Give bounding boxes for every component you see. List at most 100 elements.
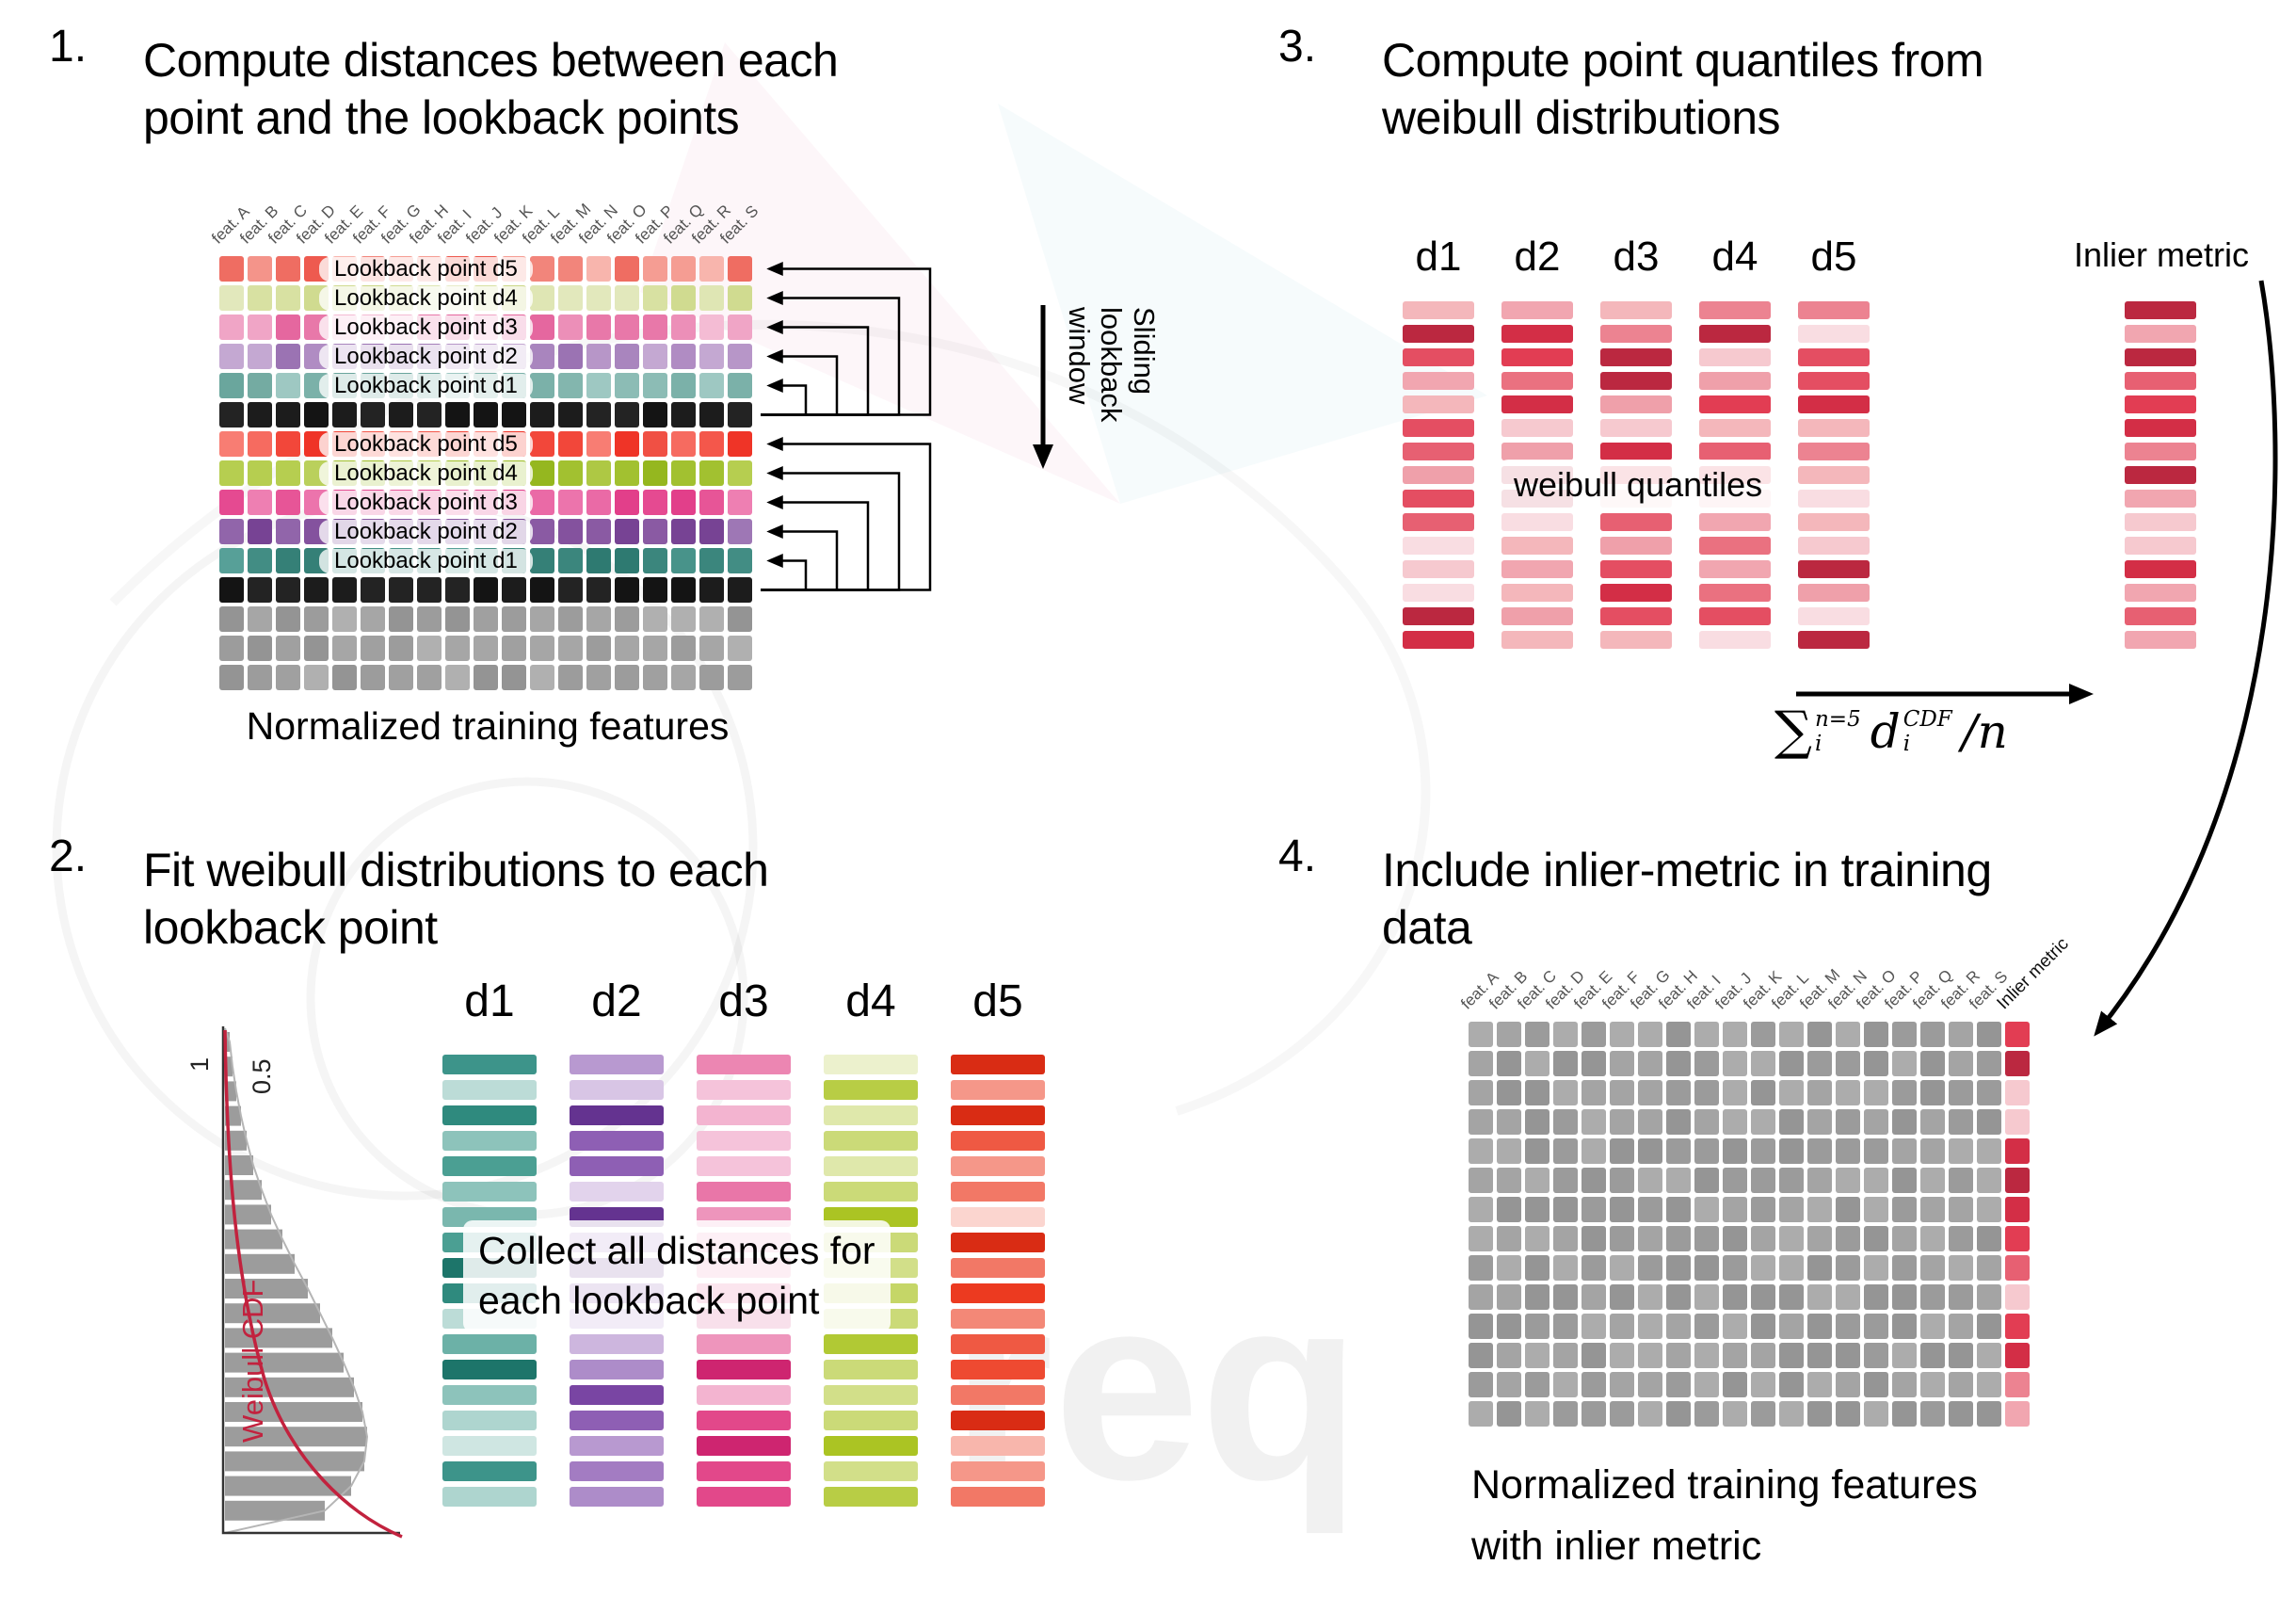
training-feature-cell [1807, 1343, 1832, 1368]
training-feature-cell [1723, 1080, 1747, 1105]
training-feature-cell [1694, 1401, 1719, 1427]
lookback-feature-cell [219, 285, 244, 311]
step2-title-line2: lookback point [143, 901, 438, 954]
training-feature-cell [1638, 1051, 1662, 1076]
training-feature-cell [1949, 1401, 1973, 1427]
training-feature-cell [1723, 1226, 1747, 1251]
inlier-metric-bar [2125, 584, 2196, 602]
training-feature-cell [1977, 1197, 2001, 1222]
distance-bar [570, 1334, 664, 1354]
training-feature-cell [1582, 1168, 1606, 1193]
training-feature-cell [586, 665, 611, 690]
weibull-quantile-bar [1798, 513, 1870, 531]
training-feature-cell [1836, 1314, 1860, 1339]
sum-limits: n=5 i [1815, 707, 1861, 757]
distance-term: d [1870, 704, 1901, 759]
inlier-metric-bar [2125, 325, 2196, 343]
training-feature-cell [1497, 1197, 1521, 1222]
distance-bar [951, 1411, 1045, 1430]
training-feature-cell [1694, 1168, 1719, 1193]
training-feature-cell [1864, 1226, 1888, 1251]
weibull-quantile-bar [1501, 631, 1573, 649]
training-feature-cell [1779, 1109, 1804, 1135]
distance-bar [442, 1156, 537, 1176]
distance-bar [442, 1487, 537, 1507]
lookback-point-label: Lookback point d3 [319, 491, 533, 515]
training-feature-cell [417, 636, 442, 661]
weibull-quantile-bar [1699, 419, 1771, 437]
training-feature-cell [671, 606, 696, 632]
current-point-cell [389, 402, 413, 427]
current-point-cell [558, 577, 583, 603]
distance-bar [697, 1156, 791, 1176]
distance-bar [824, 1080, 918, 1100]
training-feature-cell [1469, 1401, 1493, 1427]
training-feature-cell [1638, 1255, 1662, 1281]
lookback-feature-cell [728, 548, 752, 573]
weibull-quantile-bar [1798, 348, 1870, 366]
training-feature-cell [1666, 1080, 1691, 1105]
current-point-cell [671, 577, 696, 603]
training-feature-cell [1949, 1080, 1973, 1105]
training-feature-cell [1920, 1255, 1945, 1281]
distance-bar [951, 1055, 1045, 1074]
lookback-feature-cell [558, 373, 583, 398]
training-feature-cell [1694, 1255, 1719, 1281]
distance-bar [951, 1487, 1045, 1507]
weibull-quantile-bar [1403, 560, 1474, 578]
distance-bar [697, 1080, 791, 1100]
current-point-cell [474, 402, 498, 427]
inlier-metric-bar [2125, 419, 2196, 437]
training-feature-cell [1751, 1343, 1775, 1368]
training-feature-cell [1525, 1314, 1549, 1339]
current-point-cell [276, 577, 300, 603]
weibull-quantile-bar [1403, 395, 1474, 413]
weibull-quantile-bar [1403, 466, 1474, 484]
training-feature-cell [1553, 1168, 1578, 1193]
lookback-feature-cell [671, 373, 696, 398]
training-feature-cell [1920, 1372, 1945, 1397]
training-feature-cell [502, 636, 526, 661]
current-point-cell [586, 577, 611, 603]
training-feature-cell [1920, 1197, 1945, 1222]
training-feature-cell [1553, 1022, 1578, 1047]
training-feature-cell [1892, 1255, 1917, 1281]
training-feature-cell [304, 665, 329, 690]
training-feature-cell [530, 606, 554, 632]
weibull-quantile-bar [1699, 348, 1771, 366]
training-feature-cell [304, 606, 329, 632]
sliding-window-label-line3: window [1062, 307, 1096, 405]
training-feature-cell [1892, 1401, 1917, 1427]
lookback-feature-cell [615, 460, 639, 486]
training-feature-cell [1779, 1197, 1804, 1222]
current-point-cell [699, 402, 724, 427]
lookback-feature-cell [558, 460, 583, 486]
training-feature-cell [530, 636, 554, 661]
training-feature-cell [1836, 1080, 1860, 1105]
current-point-cell [728, 577, 752, 603]
current-point-cell [615, 577, 639, 603]
training-feature-cell [558, 636, 583, 661]
distance-bar [951, 1385, 1045, 1405]
step4-title: Include inlier-metric in training data [1382, 842, 1992, 957]
training-feature-cell [1497, 1138, 1521, 1164]
sum-upper-limit: n=5 [1814, 706, 1861, 732]
training-feature-cell [1525, 1197, 1549, 1222]
distance-bar [570, 1182, 664, 1202]
training-feature-cell [1610, 1197, 1634, 1222]
training-feature-cell [1525, 1343, 1549, 1368]
lookback-feature-cell [728, 285, 752, 311]
training-feature-cell [1666, 1314, 1691, 1339]
distance-bar [951, 1258, 1045, 1278]
training-feature-cell [1694, 1372, 1719, 1397]
lookback-feature-cell [586, 519, 611, 544]
training-feature-cell [1694, 1051, 1719, 1076]
lookback-feature-cell [248, 548, 272, 573]
training-feature-cell [1920, 1284, 1945, 1310]
training-feature-cell [1638, 1138, 1662, 1164]
weibull-quantile-bar [1600, 443, 1672, 460]
training-feature-cell [1892, 1372, 1917, 1397]
distance-bar [570, 1436, 664, 1456]
lookback-feature-cell [276, 373, 300, 398]
lookback-feature-cell [248, 285, 272, 311]
